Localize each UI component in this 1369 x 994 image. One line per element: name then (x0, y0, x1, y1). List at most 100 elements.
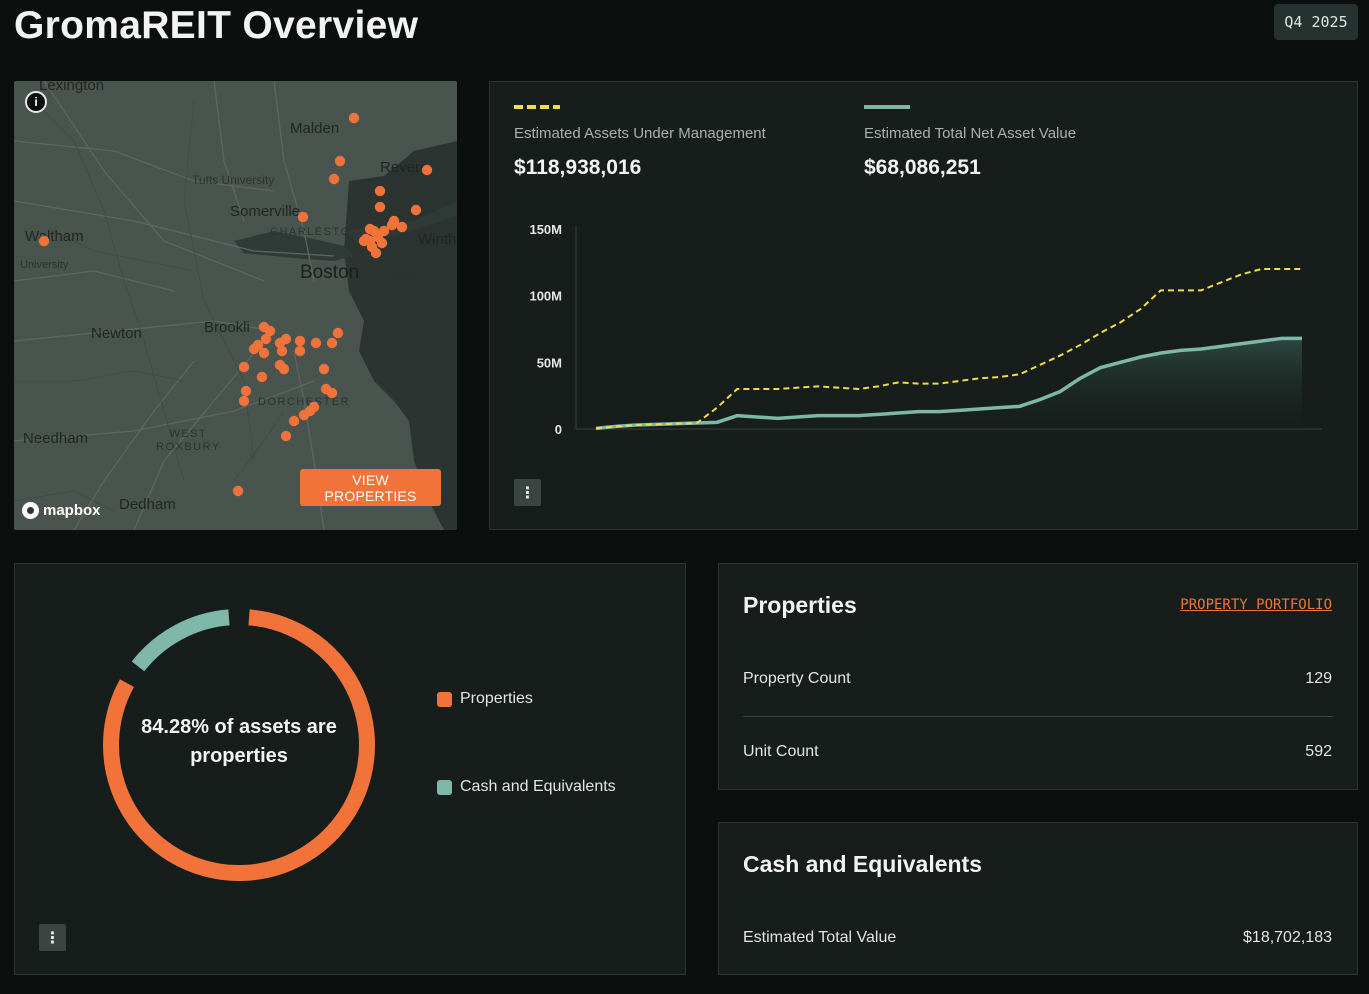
property-marker[interactable] (238, 395, 250, 407)
estimated-total-value-label: Estimated Total Value (743, 929, 897, 946)
map-roads (14, 81, 335, 530)
property-marker[interactable] (256, 371, 268, 383)
map-label-dedham: Dedham (119, 496, 176, 513)
property-marker[interactable] (374, 185, 386, 197)
map-label-somerville: Somerville (230, 203, 301, 220)
map-minor-roads (14, 100, 285, 512)
property-marker[interactable] (320, 383, 332, 395)
info-icon[interactable]: i (25, 91, 47, 113)
property-marker[interactable] (334, 155, 346, 167)
legend-properties-swatch (437, 691, 452, 707)
quarter-badge[interactable]: Q4 2025 (1274, 4, 1358, 40)
property-marker[interactable] (38, 235, 50, 247)
property-marker[interactable] (298, 409, 310, 421)
nav-value: $68,086,251 (864, 156, 981, 179)
map-label-malden: Malden (290, 120, 340, 137)
property-marker[interactable] (297, 211, 309, 223)
y-tick-label: 50M (537, 355, 562, 370)
property-marker[interactable] (326, 337, 338, 349)
property-marker[interactable] (232, 485, 244, 497)
aum-line-chart[interactable]: 0 50M 100M 150M (490, 202, 1357, 442)
donut-segment-properties[interactable] (103, 609, 375, 881)
property-marker[interactable] (260, 333, 272, 345)
map-label-lexington: Lexington (39, 81, 105, 94)
legend-cash[interactable]: Cash and Equivalents (437, 778, 616, 796)
property-count-label: Property Count (743, 670, 851, 687)
map-label-needham: Needham (23, 430, 89, 447)
property-marker[interactable] (421, 164, 433, 176)
cash-title: Cash and Equivalents (743, 851, 983, 877)
charles-river (234, 231, 354, 261)
map-label-revere: Revere (380, 159, 429, 176)
property-marker[interactable] (276, 345, 288, 357)
property-marker[interactable] (348, 112, 360, 124)
property-marker[interactable] (370, 247, 382, 259)
property-marker[interactable] (288, 415, 300, 427)
donut-center-text: 84.28% of assets are properties (141, 716, 337, 767)
mapbox-logo-text: mapbox (43, 502, 101, 519)
aum-chart-panel: Estimated Assets Under Management $118,9… (489, 81, 1358, 530)
property-portfolio-link[interactable]: PROPERTY PORTFOLIO (1180, 597, 1332, 613)
mapbox-attribution[interactable]: mapbox (22, 502, 101, 519)
kebab-icon[interactable]: ⋮ (39, 924, 66, 951)
row-divider (743, 716, 1333, 717)
property-marker[interactable] (278, 363, 290, 375)
property-markers (38, 112, 433, 497)
legend-properties[interactable]: Properties (437, 690, 533, 708)
y-tick-label: 100M (529, 289, 562, 304)
page-title: GromaREIT Overview (14, 4, 419, 47)
allocation-donut-chart[interactable] (101, 607, 377, 883)
map-label-bos: BOS (391, 270, 419, 282)
aum-label: Estimated Assets Under Management (514, 125, 766, 142)
property-marker[interactable] (332, 327, 344, 339)
kebab-icon[interactable]: ⋮ (514, 479, 541, 506)
allocation-panel: 84.28% of assets are properties Properti… (14, 563, 686, 975)
property-marker[interactable] (294, 335, 306, 347)
map-label-winthrop: Winth (418, 231, 457, 248)
property-marker[interactable] (294, 345, 306, 357)
property-marker[interactable] (264, 325, 276, 337)
y-tick-label: 0 (555, 422, 562, 437)
property-marker[interactable] (280, 333, 292, 345)
property-marker[interactable] (238, 361, 250, 373)
property-marker[interactable] (364, 223, 376, 235)
cash-card: Cash and Equivalents Estimated Total Val… (718, 822, 1358, 975)
aum-series-line[interactable] (595, 268, 1302, 430)
nav-series-line[interactable] (595, 336, 1302, 431)
property-map[interactable]: Lexington Malden Revere Tufts University… (14, 81, 457, 530)
unit-count-label: Unit Count (743, 743, 819, 760)
y-tick-label: 150M (529, 222, 562, 237)
property-marker[interactable] (410, 204, 422, 216)
property-marker[interactable] (376, 237, 388, 249)
estimated-total-value: $18,702,183 (1243, 929, 1332, 946)
property-count-value: 129 (1305, 670, 1332, 687)
nav-area (596, 338, 1302, 429)
properties-title: Properties (743, 592, 857, 618)
properties-card: Properties PROPERTY PORTFOLIO Property C… (718, 563, 1358, 790)
legend-cash-label: Cash and Equivalents (460, 778, 616, 795)
property-marker[interactable] (374, 201, 386, 213)
donut-segment-cash[interactable] (131, 609, 230, 672)
nav-legend-line (864, 105, 910, 109)
property-marker[interactable] (396, 221, 408, 233)
map-label-charlestown: CHARLESTO (270, 226, 351, 238)
property-marker[interactable] (280, 430, 292, 442)
property-marker[interactable] (240, 385, 252, 397)
property-marker[interactable] (378, 225, 390, 237)
map-label-tufts: Tufts University (192, 173, 275, 187)
map-label-university: University (20, 259, 69, 271)
property-marker[interactable] (248, 343, 260, 355)
aum-legend-dashed-line (514, 105, 560, 109)
view-properties-button[interactable]: VIEW PROPERTIES (300, 469, 441, 506)
map-label-brookline: Brookli (204, 319, 250, 336)
property-marker[interactable] (318, 363, 330, 375)
mapbox-logo-icon (22, 502, 39, 519)
map-label-boston: Boston (300, 262, 360, 283)
property-marker[interactable] (258, 347, 270, 359)
property-marker[interactable] (358, 235, 370, 247)
unit-count-value: 592 (1305, 743, 1332, 760)
property-marker[interactable] (310, 337, 322, 349)
property-marker[interactable] (328, 173, 340, 185)
map-label-west-roxbury: WEST ROXBURY (156, 428, 221, 453)
property-marker[interactable] (386, 219, 398, 231)
